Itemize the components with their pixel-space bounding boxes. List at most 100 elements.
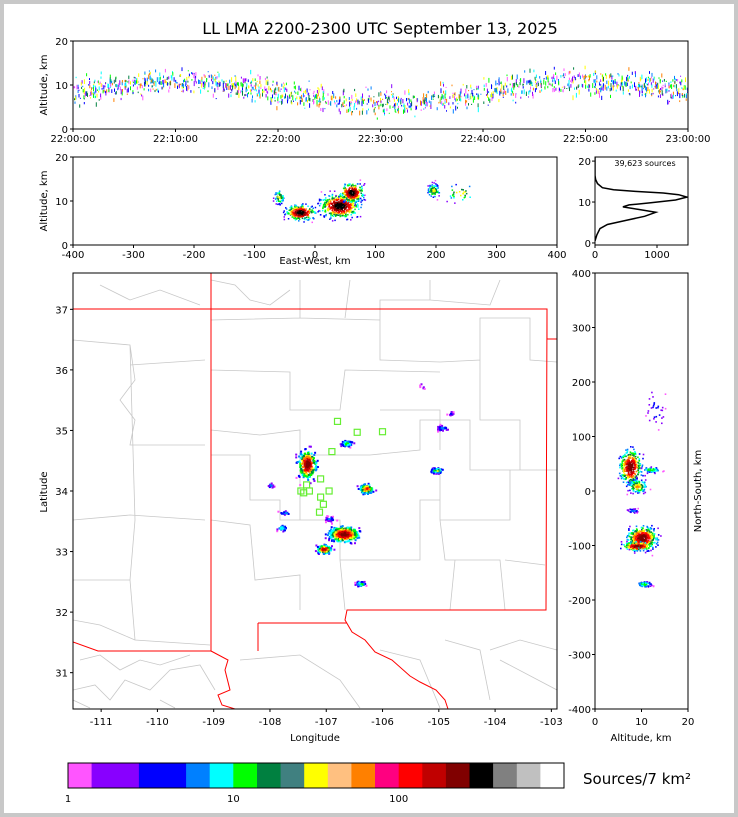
ns-source [638, 460, 641, 462]
ew-source [350, 200, 353, 202]
ew-source [343, 193, 346, 195]
time-height-source [617, 85, 619, 87]
ew-source [345, 198, 348, 200]
time-height-source [120, 97, 122, 101]
time-height-source [459, 99, 461, 101]
plan-view-source [344, 529, 347, 532]
time-height-source [110, 79, 112, 84]
time-height-source [244, 81, 246, 84]
ew-source [292, 214, 294, 216]
time-height-source [432, 94, 434, 98]
time-height-source [647, 86, 649, 91]
time-height-source [136, 78, 137, 81]
time-height-source [149, 75, 151, 81]
ns-source [645, 468, 648, 471]
ew-source [280, 197, 283, 200]
time-height-source [313, 90, 315, 93]
ew-source [313, 211, 316, 213]
plan-view-source [322, 545, 325, 548]
time-height-source [620, 79, 622, 83]
plan-view-source [360, 486, 363, 489]
time-height-source [343, 88, 345, 93]
ew-source [324, 205, 326, 208]
lma-station-marker [353, 428, 361, 436]
ew-source [328, 203, 331, 205]
ew-source [279, 197, 282, 200]
ew-source [346, 218, 349, 221]
time-height-source [108, 84, 110, 88]
ew-source [342, 206, 344, 208]
time-height-source [555, 87, 557, 91]
time-height-source [98, 90, 100, 93]
time-height-source [193, 81, 195, 87]
ew-source [348, 211, 350, 214]
ew-source [327, 199, 329, 201]
time-height-source [127, 87, 129, 93]
ew-source [303, 213, 306, 216]
time-height-source [103, 85, 105, 90]
ew-source [359, 197, 362, 200]
time-height-source [444, 100, 446, 104]
ew-source [359, 179, 362, 181]
plan-view-source [329, 535, 332, 538]
ns-source [651, 391, 653, 394]
time-height-source [141, 94, 143, 97]
ew-source [434, 179, 437, 182]
time-height-source [400, 97, 402, 100]
ew-source [303, 211, 306, 214]
ew-source [345, 196, 347, 198]
ns-source [633, 512, 636, 514]
ns-source [630, 471, 632, 473]
time-height-source [639, 76, 641, 82]
ew-source [325, 213, 327, 216]
figure-frame: LL LMA 2200-2300 UTC September 13, 2025 … [4, 4, 734, 813]
ew-source [328, 204, 330, 206]
ns-source [627, 463, 630, 466]
plan-view-source [346, 444, 349, 447]
time-height-xtick-label: 22:50:00 [563, 134, 608, 145]
ew-source [346, 196, 348, 199]
ns-source [639, 489, 642, 492]
time-height-source [254, 78, 256, 82]
ns-source [632, 533, 635, 535]
plan-view-xtick-label: -105 [427, 717, 450, 728]
ew-source [346, 192, 348, 194]
plan-view-xtick-label: -109 [202, 717, 225, 728]
time-height-source [257, 94, 259, 97]
ns-source [629, 455, 631, 458]
time-height-source [663, 79, 665, 82]
plan-view-source [437, 425, 440, 428]
ew-source [345, 215, 347, 217]
ew-source [339, 194, 341, 196]
ns-source [621, 456, 624, 458]
time-height-source [448, 102, 450, 106]
ew-source [430, 185, 432, 187]
ew-source [349, 210, 352, 212]
ns-source [627, 468, 630, 470]
time-height-source [385, 94, 387, 99]
time-height-source [113, 79, 115, 84]
ew-source [292, 213, 295, 215]
ns-source [641, 532, 643, 535]
ew-xlabel: East-West, km [279, 256, 350, 267]
time-height-source [250, 81, 252, 84]
time-height-source [668, 90, 670, 92]
time-height-source [386, 90, 388, 94]
ew-source [329, 200, 332, 202]
time-height-source [195, 81, 197, 84]
time-height-source [221, 79, 223, 82]
time-height-source [535, 79, 537, 81]
plan-view-source [306, 477, 309, 480]
ew-source [359, 189, 361, 191]
ns-source [639, 538, 641, 540]
time-height-source [207, 90, 209, 93]
ns-source [633, 459, 635, 462]
plan-view-source [362, 491, 365, 494]
time-height-source [629, 93, 631, 96]
time-height-source [272, 80, 274, 83]
ns-source [662, 470, 664, 473]
time-height-source [267, 81, 269, 86]
time-height-source [651, 88, 653, 93]
ns-source [637, 471, 640, 474]
ns-source [649, 535, 651, 537]
